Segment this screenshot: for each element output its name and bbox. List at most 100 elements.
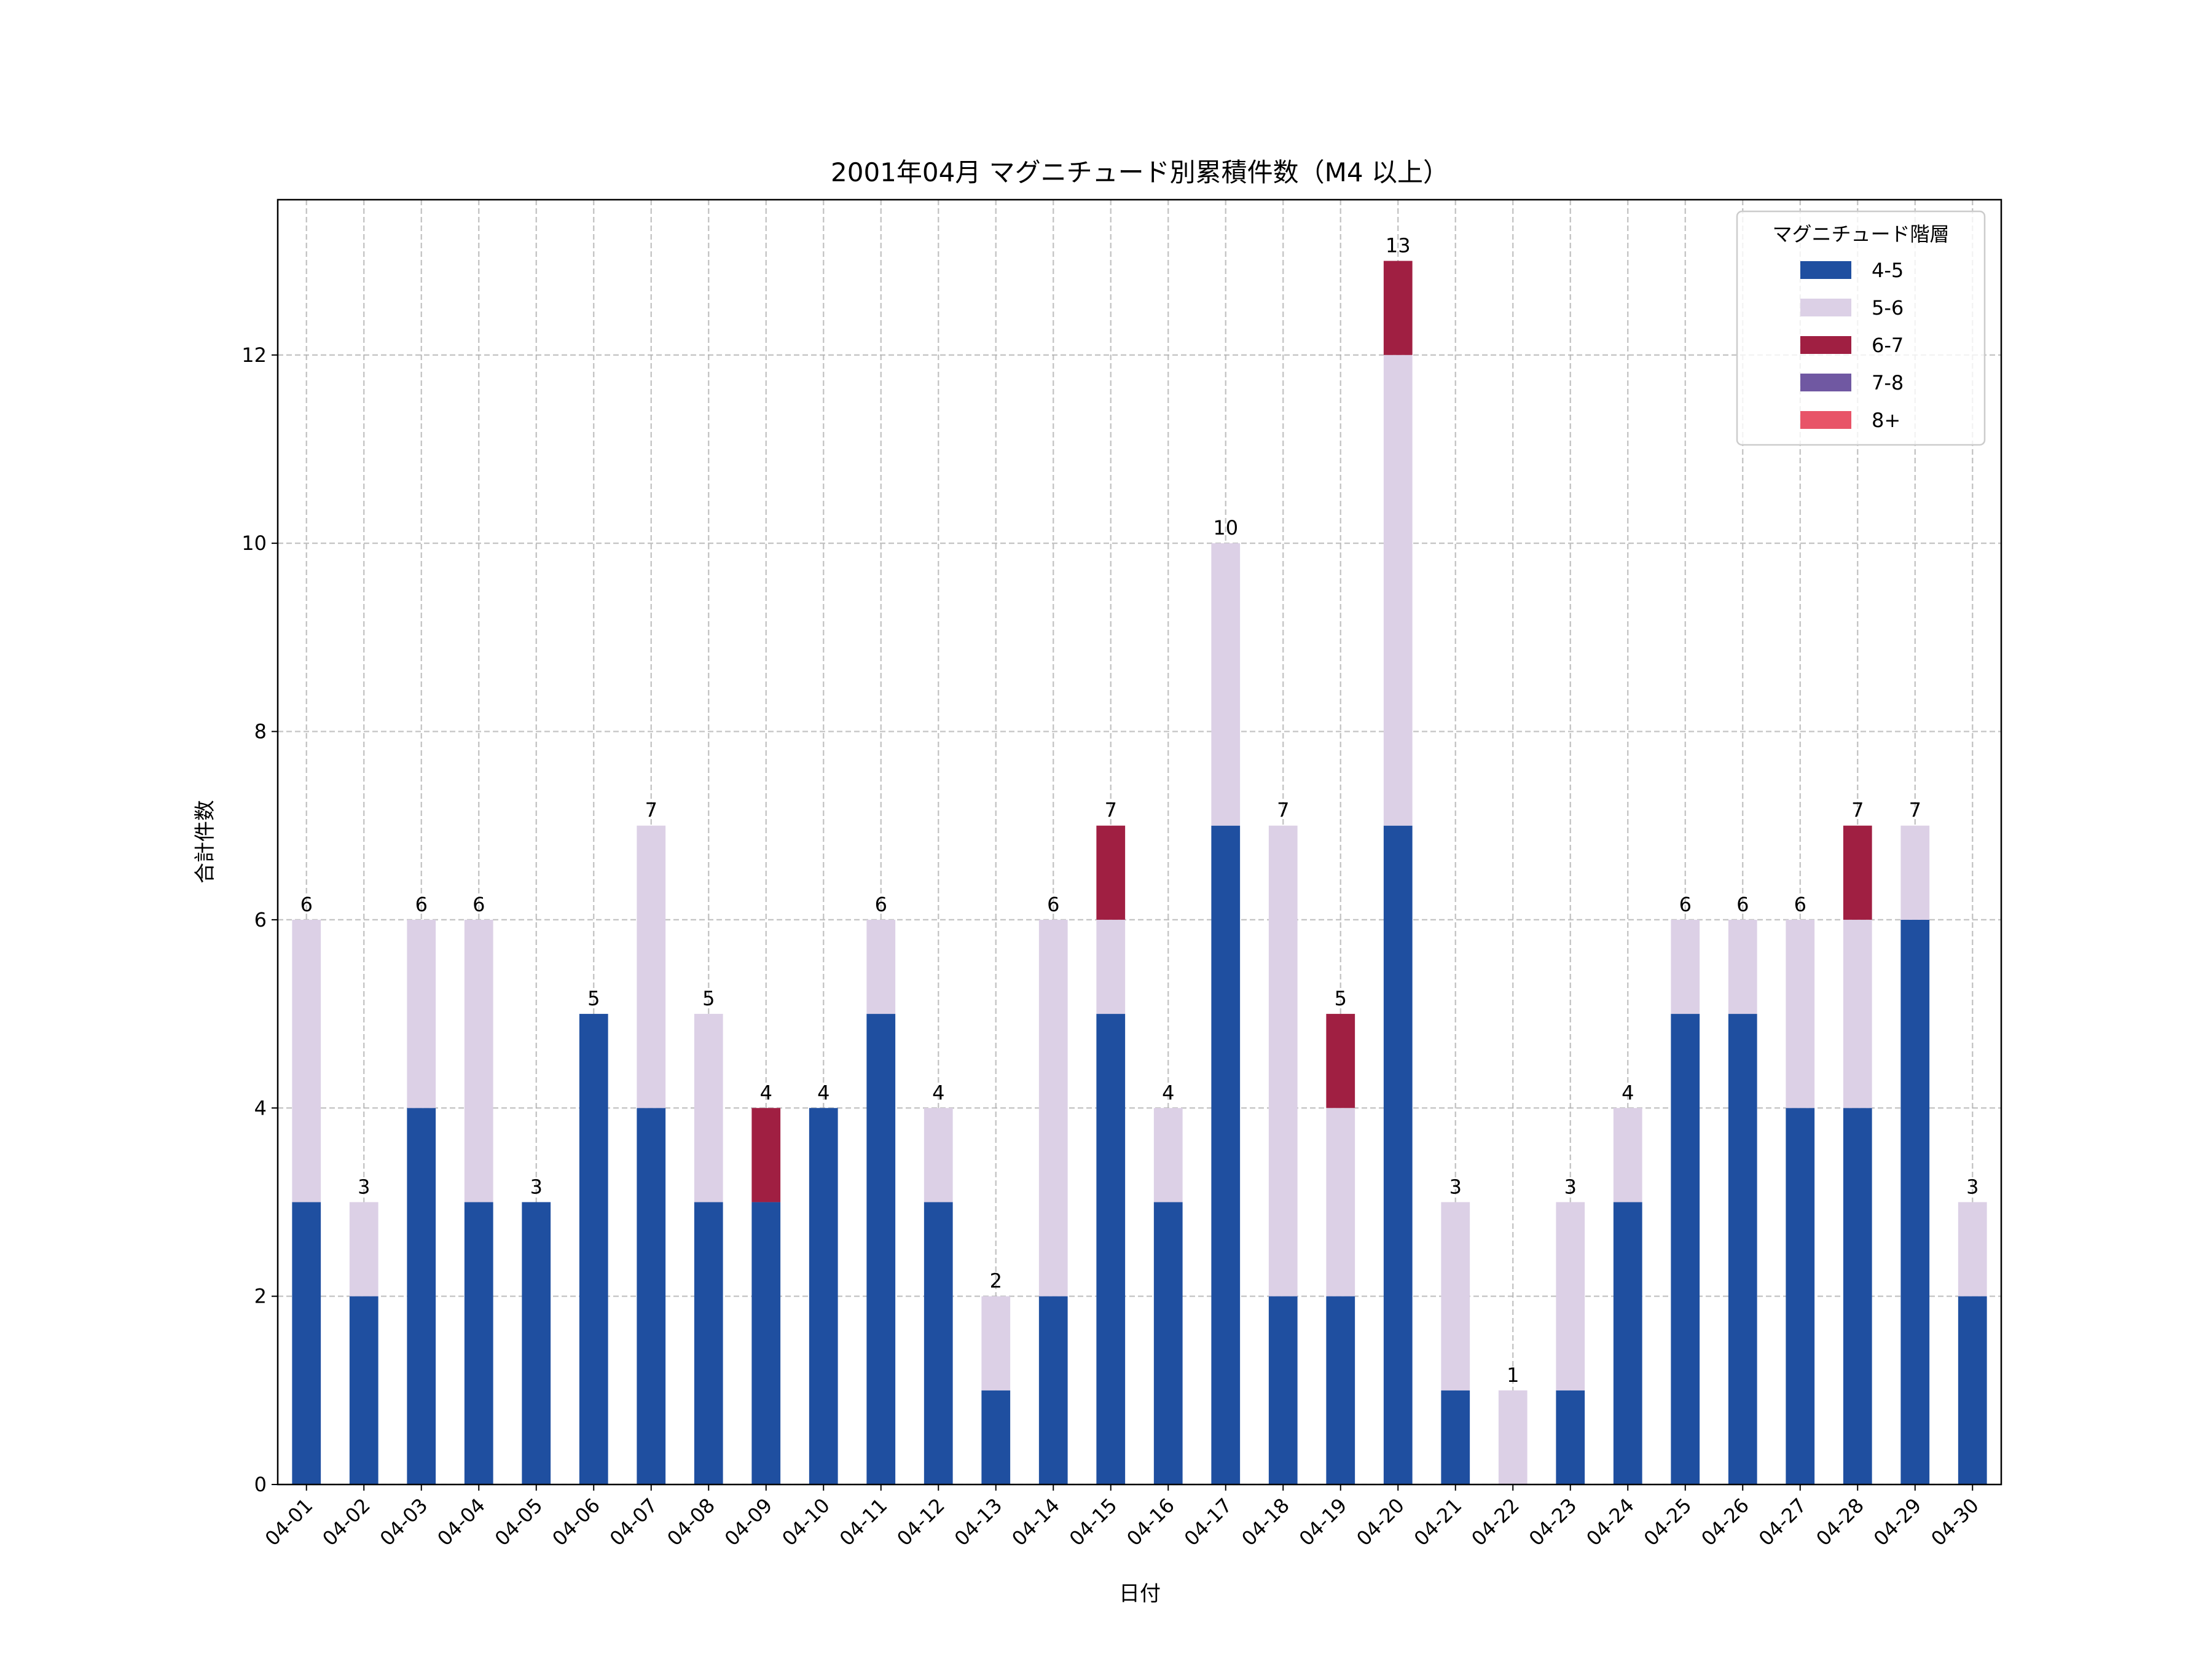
x-tick-label: 04-06 (547, 1494, 605, 1551)
total-label: 6 (1679, 893, 1692, 916)
total-label: 3 (1966, 1175, 1979, 1198)
total-label: 4 (817, 1081, 830, 1104)
bar-04-25-4-5 (1671, 1014, 1700, 1484)
bar-04-28-4-5 (1843, 1108, 1872, 1484)
x-tick-label: 04-19 (1295, 1494, 1352, 1551)
total-label: 6 (300, 893, 313, 916)
bar-04-09-6-7 (751, 1108, 781, 1202)
total-label: 7 (1105, 799, 1117, 822)
y-tick-label: 2 (254, 1285, 267, 1308)
bar-04-16-4-5 (1153, 1202, 1183, 1484)
bar-04-24-4-5 (1613, 1202, 1642, 1484)
x-tick-label: 04-12 (892, 1494, 949, 1551)
y-tick-label: 10 (241, 531, 267, 555)
total-label: 5 (1335, 987, 1347, 1010)
bar-04-13-4-5 (981, 1390, 1011, 1484)
x-tick-label: 04-10 (777, 1494, 834, 1551)
x-tick-label: 04-13 (950, 1494, 1007, 1551)
legend-label: 7-8 (1872, 371, 1904, 394)
bar-04-16-5-6 (1153, 1108, 1183, 1202)
x-tick-label: 04-24 (1582, 1494, 1639, 1551)
bar-04-20-6-7 (1383, 261, 1413, 355)
legend-swatch-5-6 (1800, 299, 1851, 316)
bar-04-09-4-5 (751, 1202, 781, 1484)
x-tick-label: 04-14 (1007, 1494, 1064, 1551)
legend: マグニチュード階層 4-5 5-6 6-7 7-8 8+ (1736, 210, 1986, 446)
bar-04-29-4-5 (1900, 919, 1930, 1484)
bar-04-13-5-6 (981, 1296, 1011, 1390)
bar-04-27-4-5 (1786, 1108, 1815, 1484)
x-tick-label: 04-21 (1410, 1494, 1467, 1551)
x-tick-label: 04-25 (1639, 1494, 1696, 1551)
y-axis: 0 2 4 6 8 10 12 (241, 343, 278, 1496)
y-tick-label: 8 (254, 720, 267, 743)
legend-swatch-6-7 (1800, 336, 1851, 354)
x-tick-label: 04-27 (1754, 1494, 1811, 1551)
y-tick-label: 12 (241, 343, 267, 367)
total-label: 5 (702, 987, 715, 1010)
total-label: 2 (990, 1269, 1002, 1293)
legend-label: 8+ (1872, 409, 1900, 432)
bar-04-21-5-6 (1441, 1202, 1470, 1390)
x-tick-label: 04-26 (1696, 1494, 1754, 1551)
bar-04-19-5-6 (1326, 1108, 1355, 1296)
total-label: 7 (645, 799, 657, 822)
bar-04-29-5-6 (1900, 825, 1930, 920)
y-tick-label: 0 (254, 1473, 267, 1496)
bar-04-15-5-6 (1096, 919, 1126, 1014)
legend-title: マグニチュード階層 (1772, 222, 1949, 246)
plot-frame (276, 198, 2002, 1486)
x-tick-label: 04-09 (720, 1494, 777, 1551)
bar-04-10-4-5 (809, 1108, 838, 1484)
x-tick-label: 04-29 (1869, 1494, 1926, 1551)
y-tick-label: 4 (254, 1096, 267, 1120)
x-tick-label: 04-01 (261, 1494, 318, 1551)
bar-04-05-4-5 (522, 1202, 551, 1484)
x-tick-label: 04-17 (1180, 1494, 1237, 1551)
bar-04-28-6-7 (1843, 825, 1872, 920)
bar-04-25-5-6 (1671, 919, 1700, 1014)
bar-04-14-4-5 (1038, 1296, 1068, 1484)
total-label: 1 (1507, 1363, 1519, 1387)
legend-label: 4-5 (1872, 259, 1904, 282)
bar-04-03-5-6 (407, 919, 436, 1108)
bar-04-08-5-6 (694, 1014, 723, 1202)
x-tick-label: 04-18 (1237, 1494, 1294, 1551)
total-label: 6 (473, 893, 485, 916)
x-tick-label: 04-20 (1352, 1494, 1409, 1551)
total-label: 4 (760, 1081, 772, 1104)
total-label: 6 (1047, 893, 1059, 916)
x-tick-label: 04-16 (1122, 1494, 1179, 1551)
total-label: 4 (932, 1081, 944, 1104)
legend-label: 6-7 (1872, 334, 1904, 357)
bar-04-27-5-6 (1786, 919, 1815, 1108)
bar-04-23-5-6 (1556, 1202, 1585, 1390)
total-label: 3 (1449, 1175, 1462, 1198)
bar-04-24-5-6 (1613, 1108, 1642, 1202)
legend-swatch-7-8 (1800, 374, 1851, 391)
bar-04-20-4-5 (1383, 825, 1413, 1484)
x-axis: 04-01 04-02 04-03 04-04 04-05 04-06 04-07 04-08… (261, 1484, 1983, 1550)
total-label: 6 (875, 893, 887, 916)
x-tick-label: 04-03 (375, 1494, 433, 1551)
legend-label: 5-6 (1872, 296, 1904, 320)
y-axis-label: 合計件数 (193, 800, 218, 884)
total-label: 7 (1909, 799, 1921, 822)
bar-04-21-4-5 (1441, 1390, 1470, 1484)
total-label: 7 (1851, 799, 1864, 822)
bar-04-18-4-5 (1268, 1296, 1298, 1484)
total-label: 13 (1386, 234, 1411, 257)
total-label: 4 (1622, 1081, 1634, 1104)
x-axis-label: 日付 (1119, 1582, 1161, 1606)
bar-04-02-4-5 (349, 1296, 378, 1484)
bar-04-17-5-6 (1211, 543, 1241, 826)
bar-04-14-5-6 (1038, 919, 1068, 1296)
bar-04-11-4-5 (866, 1014, 896, 1484)
bar-04-26-5-6 (1728, 919, 1757, 1014)
bar-04-30-5-6 (1958, 1202, 1987, 1296)
bar-04-04-5-6 (464, 919, 493, 1202)
bar-04-11-5-6 (866, 919, 896, 1014)
x-tick-label: 04-07 (605, 1494, 662, 1551)
bar-04-23-4-5 (1556, 1390, 1585, 1484)
